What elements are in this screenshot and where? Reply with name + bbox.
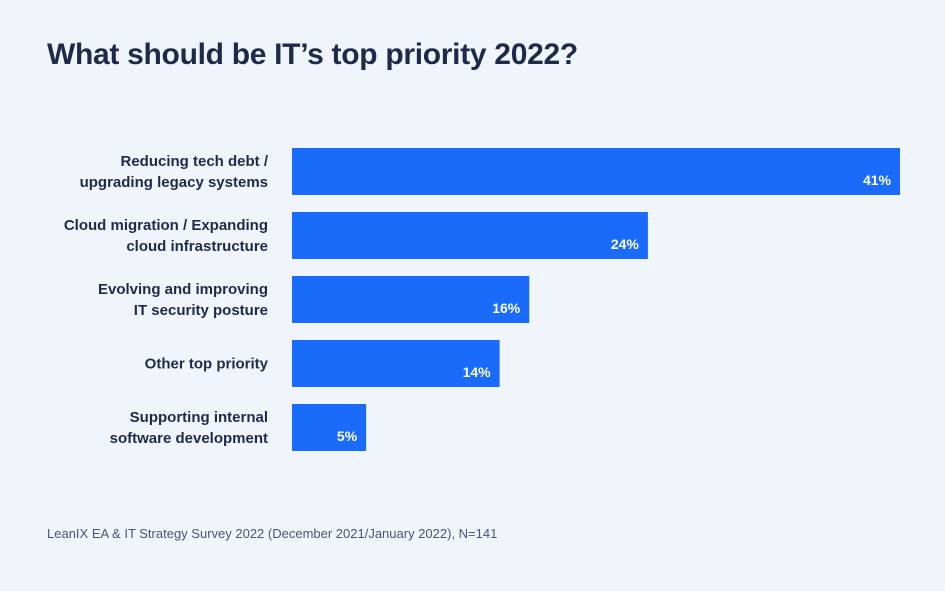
bar-4 bbox=[292, 404, 367, 451]
category-label-1-line-0: Cloud migration / Expanding bbox=[64, 217, 268, 234]
category-label-0-line-0: Reducing tech debt / bbox=[120, 153, 268, 170]
bar-1 bbox=[292, 212, 648, 259]
category-label-2-line-0: Evolving and improving bbox=[98, 281, 268, 298]
category-label-3-line-0: Other top priority bbox=[145, 356, 269, 373]
category-label-4-line-1: software development bbox=[110, 430, 268, 447]
value-label-2: 16% bbox=[492, 300, 521, 316]
category-label-1-line-1: cloud infrastructure bbox=[126, 238, 268, 255]
value-label-3: 14% bbox=[463, 364, 492, 380]
category-label-2-line-1: IT security posture bbox=[134, 302, 268, 319]
bar-2 bbox=[292, 276, 530, 323]
source-note: LeanIX EA & IT Strategy Survey 2022 (Dec… bbox=[47, 526, 498, 541]
value-label-1: 24% bbox=[611, 236, 640, 252]
value-label-0: 41% bbox=[863, 172, 892, 188]
value-label-4: 5% bbox=[337, 428, 358, 444]
category-label-0-line-1: upgrading legacy systems bbox=[80, 174, 268, 191]
chart-title: What should be IT’s top priority 2022? bbox=[47, 38, 578, 71]
bar-0 bbox=[292, 148, 900, 195]
bar-3 bbox=[292, 340, 500, 387]
category-label-4-line-0: Supporting internal bbox=[130, 409, 268, 426]
